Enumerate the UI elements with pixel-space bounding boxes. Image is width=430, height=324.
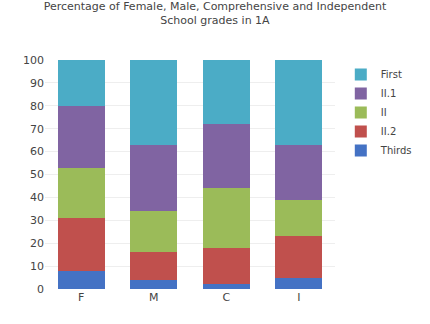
svg-text:60: 60 <box>30 145 44 158</box>
svg-text:II: II <box>381 107 387 118</box>
svg-text:F: F <box>78 291 84 304</box>
svg-text:Percentage of Female, Male, Co: Percentage of Female, Male, Comprehensiv… <box>44 0 387 27</box>
svg-text:0: 0 <box>37 283 44 296</box>
svg-text:C: C <box>222 291 230 304</box>
svg-text:M: M <box>149 291 159 304</box>
svg-text:30: 30 <box>30 214 44 227</box>
svg-text:50: 50 <box>30 168 44 181</box>
svg-text:100: 100 <box>23 54 44 67</box>
svg-text:I: I <box>297 291 300 304</box>
svg-text:40: 40 <box>30 191 44 204</box>
svg-text:20: 20 <box>30 237 44 250</box>
svg-text:70: 70 <box>30 123 44 136</box>
svg-text:80: 80 <box>30 100 44 113</box>
svg-text:Thirds: Thirds <box>380 145 412 156</box>
svg-text:II.1: II.1 <box>381 88 396 99</box>
svg-text:10: 10 <box>30 260 44 273</box>
svg-text:II.2: II.2 <box>381 126 396 137</box>
svg-text:90: 90 <box>30 77 44 90</box>
svg-text:First: First <box>381 69 402 80</box>
